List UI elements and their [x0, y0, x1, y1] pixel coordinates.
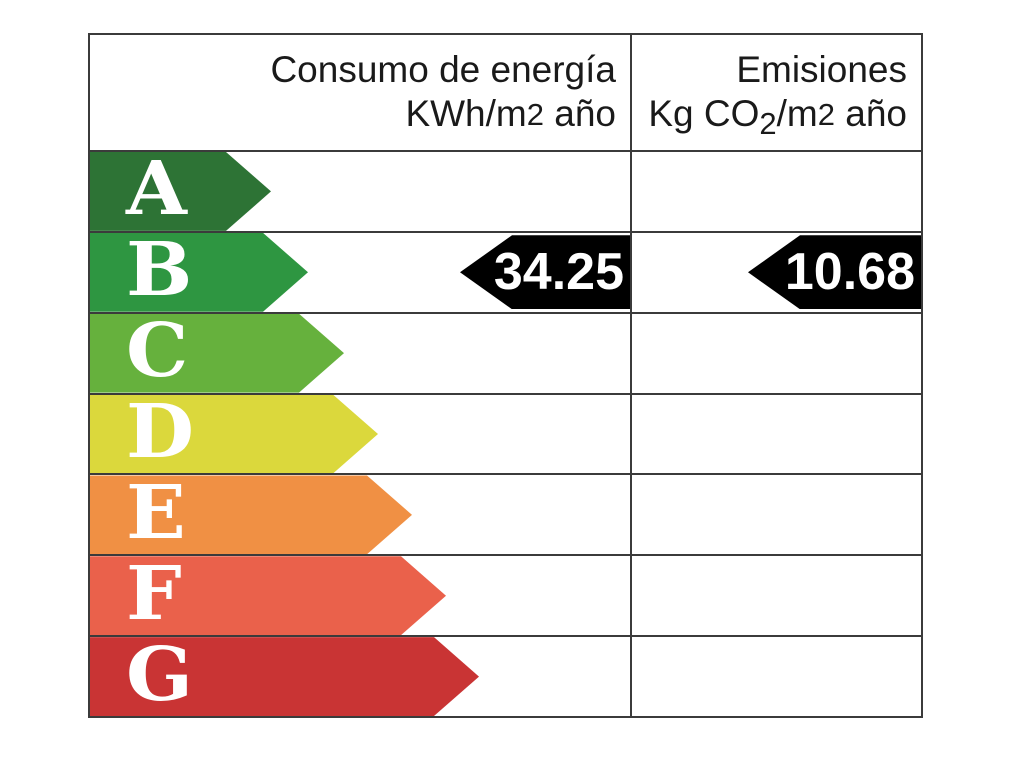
- rating-letter-g: G: [126, 631, 193, 718]
- rating-arrow-c: C: [90, 314, 344, 393]
- energy-scale-cell-f: F: [90, 556, 632, 636]
- emissions-cell-d: [632, 395, 921, 474]
- emissions-cell-f: [632, 556, 921, 635]
- energy-scale-cell-c: C: [90, 313, 632, 393]
- energy-scale-cell-d: D: [90, 394, 632, 474]
- rating-arrow-g: G: [90, 637, 479, 716]
- emissions-cell-a: [632, 152, 921, 231]
- energy-column-header: Consumo de energía KWh/m2 año: [90, 35, 632, 150]
- emissions-value: 10.68: [784, 243, 915, 302]
- scale-row-f: F: [90, 556, 921, 638]
- energy-column-title: Consumo de energía: [270, 48, 616, 90]
- rating-arrow-e: E: [90, 475, 412, 554]
- rating-letter-c: C: [126, 308, 189, 395]
- table-header: Consumo de energía KWh/m2 año Emisiones …: [90, 35, 921, 152]
- scale-row-b: B 34.25 10.68: [90, 232, 921, 314]
- energy-column-unit: KWh/m2 año: [405, 92, 616, 134]
- emissions-cell-c: [632, 314, 921, 393]
- energy-scale-cell-b: B 34.25: [90, 232, 632, 312]
- rating-arrow-a: A: [90, 152, 271, 231]
- scale-row-d: D: [90, 394, 921, 476]
- energy-scale-cell-a: A: [90, 152, 632, 231]
- rating-letter-f: F: [126, 550, 182, 637]
- rating-letter-d: D: [126, 389, 195, 475]
- energy-scale-cell-g: G: [90, 637, 632, 717]
- scale-row-a: A: [90, 152, 921, 233]
- rating-arrow-b: B: [90, 233, 308, 312]
- scale-row-e: E: [90, 475, 921, 557]
- scale-row-g: G: [90, 637, 921, 717]
- emissions-column-header: Emisiones Kg CO2/m2 año: [632, 35, 921, 150]
- emissions-cell-b: 10.68: [632, 233, 921, 312]
- rating-letter-a: A: [126, 146, 187, 233]
- rating-arrow-d: D: [90, 395, 378, 474]
- energy-scale-cell-e: E: [90, 475, 632, 555]
- emissions-column-title: Emisiones: [736, 48, 907, 90]
- energy-value-arrow: 34.25: [460, 235, 630, 310]
- energy-value: 34.25: [493, 243, 624, 302]
- rating-letter-e: E: [126, 469, 186, 556]
- emissions-cell-e: [632, 475, 921, 554]
- emissions-column-unit: Kg CO2/m2 año: [648, 92, 907, 141]
- emissions-cell-g: [632, 637, 921, 716]
- emissions-unit-exponent: 2: [817, 96, 835, 132]
- rating-arrow-f: F: [90, 556, 446, 635]
- rating-letter-b: B: [126, 227, 193, 314]
- energy-unit-exponent: 2: [526, 96, 544, 132]
- rating-table: Consumo de energía KWh/m2 año Emisiones …: [88, 33, 923, 718]
- emissions-value-arrow: 10.68: [748, 235, 921, 310]
- scale-row-c: C: [90, 313, 921, 395]
- co2-subscript: 2: [759, 105, 777, 141]
